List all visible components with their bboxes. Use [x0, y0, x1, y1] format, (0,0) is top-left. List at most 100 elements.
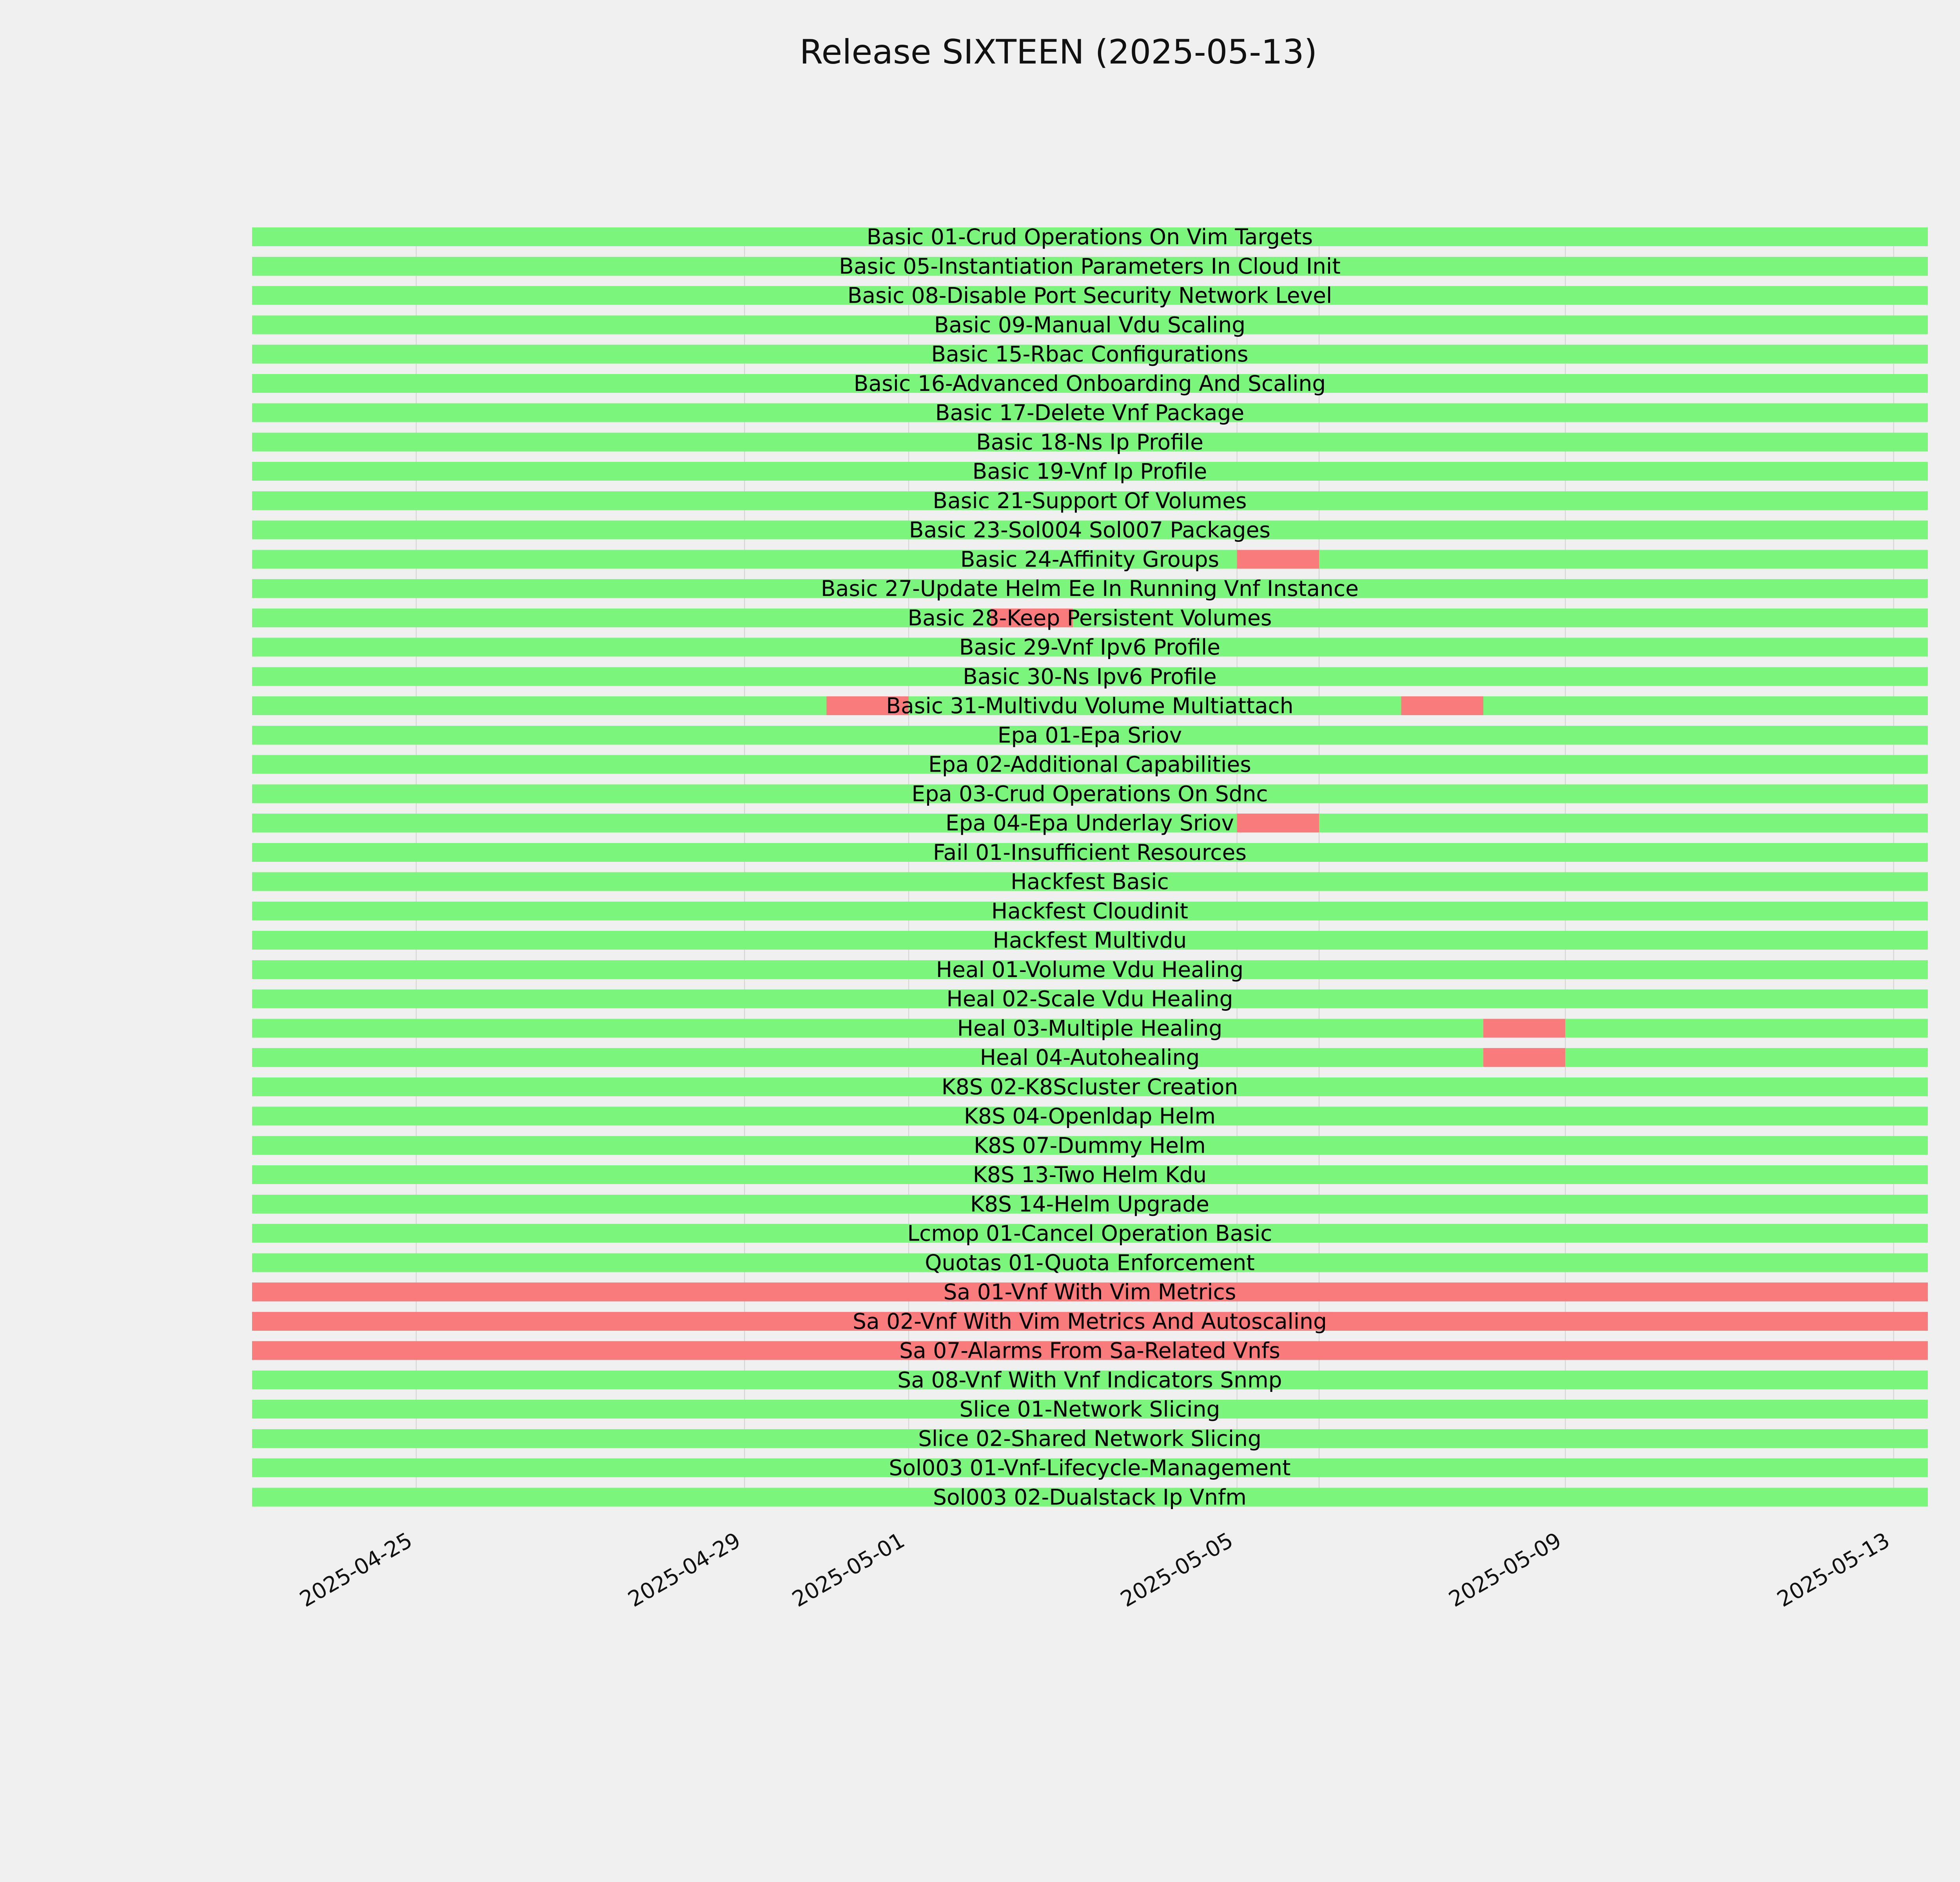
pass-bar — [252, 1165, 1928, 1184]
x-tick-label: 2025-05-01 — [788, 1528, 909, 1612]
fail-bar — [826, 696, 909, 715]
pass-bar — [252, 696, 1928, 715]
test-label: Heal 01-Volume Vdu Healing — [936, 957, 1243, 982]
pass-bar — [252, 1048, 1928, 1067]
test-label: Basic 05-Instantiation Parameters In Clo… — [839, 254, 1341, 279]
pass-bar — [252, 872, 1928, 891]
pass-bar — [252, 579, 1928, 598]
test-label: Basic 29-Vnf Ipv6 Profile — [959, 635, 1220, 660]
test-label: Heal 02-Scale Vdu Healing — [946, 986, 1233, 1012]
test-label: Lcmop 01-Cancel Operation Basic — [907, 1221, 1272, 1246]
test-label: Basic 27-Update Helm Ee In Running Vnf I… — [821, 576, 1359, 601]
test-label: Basic 28-Keep Persistent Volumes — [907, 605, 1272, 630]
fail-bar — [252, 1312, 1928, 1331]
pass-bar — [252, 1400, 1928, 1419]
pass-bar — [252, 1106, 1928, 1126]
pass-bar — [252, 1019, 1928, 1038]
test-label: Sa 07-Alarms From Sa-Related Vnfs — [899, 1338, 1280, 1363]
pass-bar — [252, 667, 1928, 686]
pass-bar — [252, 432, 1928, 452]
pass-bar — [252, 403, 1928, 422]
test-label: Hackfest Basic — [1011, 869, 1169, 894]
pass-bar — [252, 227, 1928, 246]
test-bars — [252, 227, 1928, 1507]
test-label: K8S 13-Two Helm Kdu — [973, 1162, 1207, 1187]
test-label: Epa 04-Epa Underlay Sriov — [946, 810, 1234, 836]
pass-bar — [252, 1370, 1928, 1390]
pass-bar — [252, 520, 1928, 540]
pass-bar — [252, 1253, 1928, 1272]
test-label: K8S 04-Openldap Helm — [964, 1104, 1216, 1129]
test-label: Basic 17-Delete Vnf Package — [935, 400, 1244, 425]
pass-bar — [252, 755, 1928, 774]
test-label: Basic 21-Support Of Volumes — [933, 488, 1247, 513]
x-tick-label: 2025-05-09 — [1445, 1528, 1566, 1612]
pass-bar — [252, 1077, 1928, 1096]
test-label: Sa 08-Vnf With Vnf Indicators Snmp — [897, 1367, 1282, 1392]
fail-bar — [252, 1341, 1928, 1360]
test-label: Basic 24-Affinity Groups — [960, 547, 1219, 572]
x-axis-ticks: 2025-04-25 2025-04-29 2025-05-01 2025-05-05… — [295, 1528, 1894, 1612]
pass-bar — [252, 374, 1928, 393]
pass-bar — [252, 1488, 1928, 1507]
pass-bar — [252, 1458, 1928, 1477]
fail-bar — [1483, 1048, 1566, 1067]
pass-bar — [252, 784, 1928, 803]
pass-bar — [252, 1194, 1928, 1213]
chart-title: Release SIXTEEN (2025-05-13) — [800, 33, 1318, 72]
test-label: Sa 01-Vnf With Vim Metrics — [944, 1279, 1236, 1304]
pass-bar — [252, 550, 1928, 569]
test-label: Basic 30-Ns Ipv6 Profile — [963, 664, 1216, 689]
test-label: Basic 08-Disable Port Security Network L… — [848, 283, 1332, 308]
test-label: Basic 31-Multivdu Volume Multiattach — [886, 693, 1293, 718]
pass-bar — [252, 814, 1928, 832]
test-label: Basic 15-Rbac Configurations — [931, 342, 1248, 367]
test-label: K8S 07-Dummy Helm — [974, 1133, 1206, 1158]
test-label: Sa 02-Vnf With Vim Metrics And Autoscali… — [853, 1309, 1327, 1334]
pass-bar — [252, 345, 1928, 363]
pass-bar — [252, 960, 1928, 979]
x-tick-label: 2025-04-25 — [295, 1528, 416, 1612]
test-label: Basic 23-Sol004 Sol007 Packages — [909, 518, 1270, 543]
test-label: Epa 01-Epa Sriov — [998, 723, 1182, 748]
test-label: Quotas 01-Quota Enforcement — [925, 1250, 1255, 1275]
fail-bar — [1237, 550, 1319, 569]
test-label: Heal 04-Autohealing — [980, 1045, 1200, 1070]
test-label: Epa 02-Additional Capabilities — [928, 752, 1251, 777]
test-label: Epa 03-Crud Operations On Sdnc — [911, 781, 1268, 806]
test-label: Fail 01-Insufficient Resources — [933, 840, 1247, 865]
x-tick-label: 2025-05-05 — [1116, 1528, 1237, 1612]
pass-bar — [252, 286, 1928, 305]
pass-bar — [252, 1136, 1928, 1155]
test-label: Basic 01-Crud Operations On Vim Targets — [867, 224, 1313, 249]
test-label: Hackfest Cloudinit — [991, 898, 1188, 923]
test-label: Basic 16-Advanced Onboarding And Scaling — [854, 371, 1326, 396]
pass-bar — [252, 1224, 1928, 1243]
test-label: Heal 03-Multiple Healing — [957, 1015, 1223, 1041]
test-label: Sol003 02-Dualstack Ip Vnfm — [933, 1484, 1247, 1510]
pass-bar — [252, 1429, 1928, 1448]
pass-bar — [252, 989, 1928, 1008]
fail-bar — [991, 608, 1073, 627]
test-label: Sol003 01-Vnf-Lifecycle-Management — [889, 1455, 1290, 1481]
test-labels: Basic 01-Crud Operations On Vim Targets B… — [821, 224, 1359, 1510]
pass-bar — [252, 931, 1928, 950]
pass-bar — [252, 843, 1928, 862]
pass-bar — [252, 315, 1928, 334]
pass-bar — [252, 608, 1928, 627]
pass-bar — [252, 725, 1928, 745]
test-label: Slice 02-Shared Network Slicing — [918, 1426, 1261, 1451]
x-tick-label: 2025-05-13 — [1773, 1528, 1894, 1612]
fail-bar — [252, 1283, 1928, 1301]
pass-bar — [252, 491, 1928, 510]
pass-bar — [252, 638, 1928, 657]
fail-bar — [1483, 1019, 1566, 1038]
test-label: Basic 18-Ns Ip Profile — [976, 429, 1203, 454]
test-label: Basic 09-Manual Vdu Scaling — [934, 312, 1245, 337]
test-label: Hackfest Multivdu — [993, 928, 1187, 953]
fail-bar — [1401, 696, 1483, 715]
test-label: Basic 19-Vnf Ip Profile — [973, 459, 1207, 484]
fail-bar — [1237, 814, 1319, 832]
x-tick-label: 2025-04-29 — [624, 1528, 745, 1612]
